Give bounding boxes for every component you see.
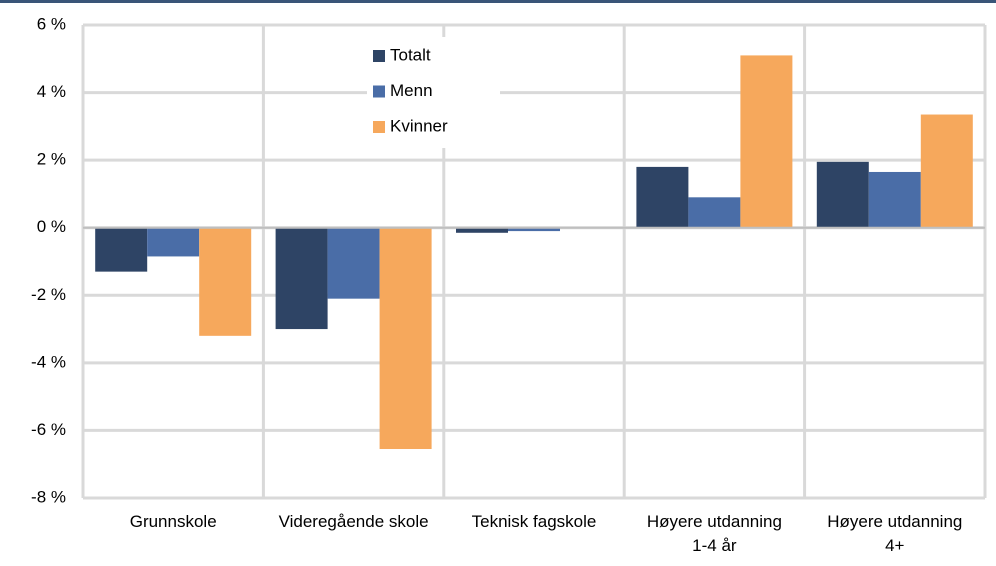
bar xyxy=(379,227,432,450)
x-tick-label: Videregående skole xyxy=(278,512,429,531)
y-tick-label: 4 % xyxy=(37,82,66,101)
bar xyxy=(327,227,380,299)
bar xyxy=(920,114,973,228)
x-tick-label: Høyere utdanning 4+ xyxy=(827,512,963,555)
y-tick-label: -2 % xyxy=(31,285,66,304)
bar xyxy=(456,227,508,233)
bar xyxy=(199,227,252,336)
legend-swatch xyxy=(373,85,385,98)
y-tick-label: 2 % xyxy=(37,150,66,169)
legend-label: Menn xyxy=(390,81,433,100)
y-tick-label: -4 % xyxy=(31,352,66,371)
y-tick-label: -6 % xyxy=(31,420,66,439)
y-tick-label: 0 % xyxy=(37,217,66,236)
x-tick-label: Grunnskole xyxy=(129,512,217,531)
y-tick-label: 6 % xyxy=(37,14,66,33)
y-tick-label: -8 % xyxy=(31,487,66,506)
bar xyxy=(147,227,200,257)
legend-swatch xyxy=(373,50,385,62)
bar xyxy=(688,197,741,228)
x-tick-label: Teknisk fagskole xyxy=(471,512,597,531)
legend-box xyxy=(367,37,500,148)
bar xyxy=(275,227,328,330)
legend-label: Totalt xyxy=(390,45,431,64)
bar xyxy=(740,55,793,228)
bar xyxy=(636,166,689,228)
legend-swatch xyxy=(373,121,385,133)
bar xyxy=(816,161,869,228)
x-tick-label: Høyere utdanning 1-4 år xyxy=(646,512,782,555)
bar xyxy=(868,171,921,228)
top-border xyxy=(0,0,996,3)
legend-label: Kvinner xyxy=(390,116,448,135)
bar xyxy=(508,227,560,232)
bar xyxy=(95,227,148,272)
